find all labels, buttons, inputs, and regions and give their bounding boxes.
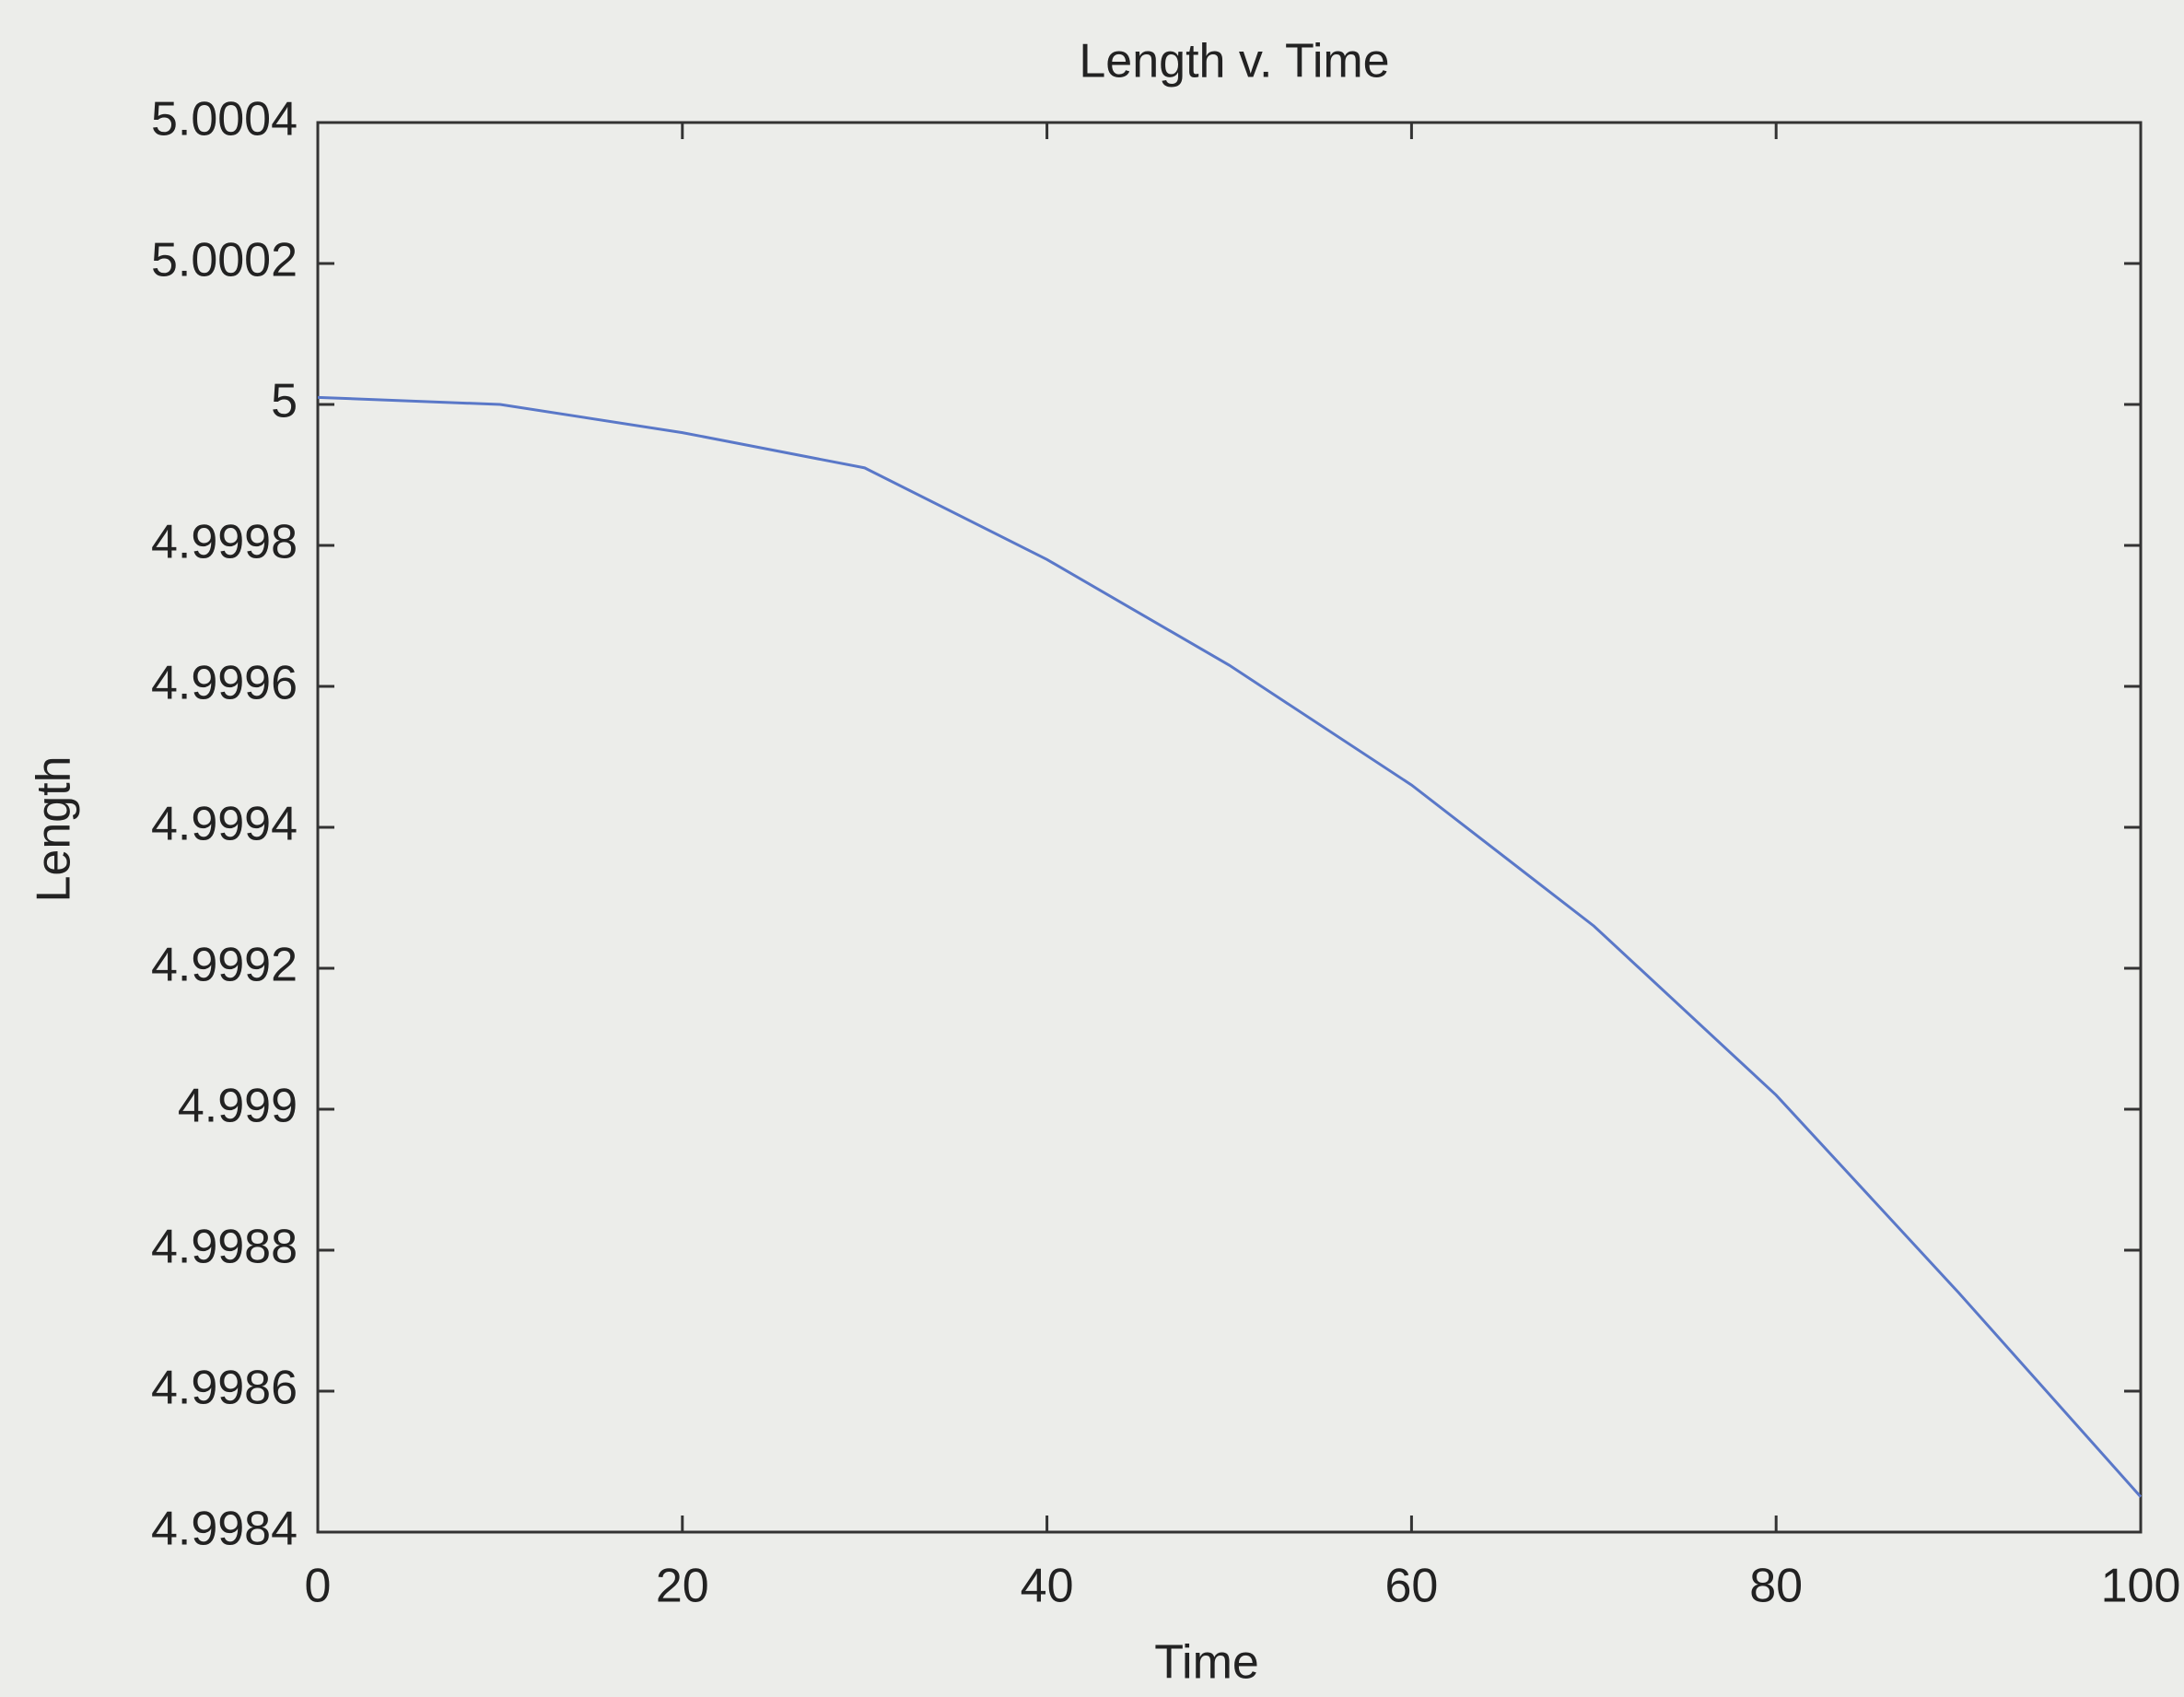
x-tick-label: 60 [1384, 1560, 1438, 1613]
y-tick-label: 4.9992 [151, 939, 298, 992]
x-tick-label: 80 [1749, 1560, 1803, 1613]
x-tick-label: 0 [305, 1560, 332, 1613]
chart-title: Length v. Time [1079, 35, 1389, 88]
y-tick-label: 5 [271, 375, 298, 428]
x-tick-label: 100 [2101, 1560, 2181, 1613]
y-tick-label: 4.9984 [151, 1503, 298, 1556]
y-axis-label: Length [28, 755, 81, 902]
y-tick-label: 4.9998 [151, 516, 298, 569]
x-tick-label: 40 [1021, 1560, 1074, 1613]
y-tick-label: 4.9988 [151, 1221, 298, 1274]
y-tick-label: 4.9986 [151, 1362, 298, 1415]
y-tick-label: 4.999 [178, 1080, 298, 1133]
x-axis-label: Time [1154, 1636, 1259, 1690]
y-tick-label: 4.9996 [151, 657, 298, 710]
y-tick-label: 5.0004 [151, 93, 298, 146]
x-tick-label: 20 [656, 1560, 709, 1613]
y-tick-label: 4.9994 [151, 798, 298, 851]
data-line [317, 395, 2143, 1498]
y-tick-label: 5.0002 [151, 234, 298, 287]
